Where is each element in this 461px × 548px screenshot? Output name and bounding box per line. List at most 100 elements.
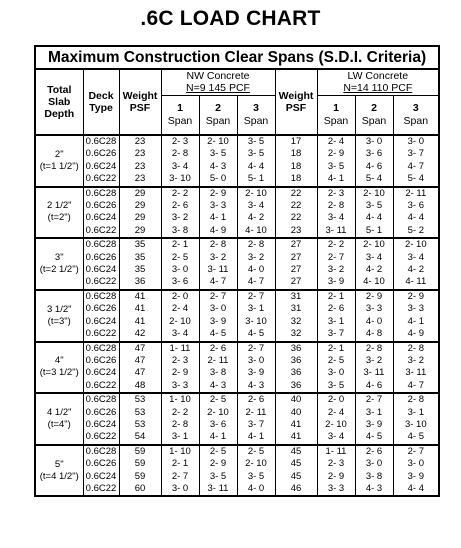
nw-span-1-cell: 1- 10 bbox=[160, 393, 200, 407]
span-word: Span bbox=[205, 114, 231, 127]
nw-weight-cell: 29 bbox=[118, 224, 162, 239]
lw-weight-cell: 18 bbox=[274, 173, 318, 187]
lw-span-2-cell: 3- 0 bbox=[354, 458, 394, 471]
table-row: 0.6C22 60 3- 0 3- 11 4- 0 46 3- 3 4- 3 4- 4 bbox=[35, 482, 440, 497]
table-row: 0.6C22 42 3- 4 4- 5 4- 5 32 3- 7 4- 8 4- 9 bbox=[35, 328, 440, 342]
nw-weight-cell: 36 bbox=[118, 276, 162, 290]
nw-span-2-cell: 3- 8 bbox=[198, 367, 238, 380]
nw-span-3-cell: 3- 1 bbox=[236, 303, 276, 316]
table-row: 0.6C22 48 3- 3 4- 3 4- 3 36 3- 5 4- 6 4- 7 bbox=[35, 379, 440, 394]
table-row: 0.6C26 29 2- 6 3- 3 3- 4 22 2- 8 3- 5 3- 6 bbox=[35, 200, 440, 213]
table-row: 0.6C24 23 3- 4 4- 3 4- 4 18 3- 5 4- 6 4- 7 bbox=[35, 160, 440, 174]
nw-span-2-cell: 2- 5 bbox=[198, 393, 238, 407]
lw-span-2-cell: 4- 2 bbox=[354, 264, 394, 277]
slab-depth: 3" bbox=[54, 252, 64, 264]
nw-span-1-cell: 3- 4 bbox=[160, 328, 200, 342]
slab-depth: 4" bbox=[54, 355, 64, 367]
nw-span-1-cell: 3- 10 bbox=[160, 173, 200, 187]
lw-span-3-cell: 3- 9 bbox=[392, 470, 440, 483]
lw-weight-cell: 22 bbox=[274, 186, 318, 201]
nw-span-1-cell: 3- 4 bbox=[160, 160, 200, 174]
lw-span-2-cell: 5- 1 bbox=[354, 224, 394, 239]
table-caption: Maximum Construction Clear Spans (S.D.I.… bbox=[34, 45, 440, 70]
lw-span-2-cell: 2- 9 bbox=[354, 289, 394, 304]
slab-depth-cell: 4" (t=3 1/2") bbox=[34, 341, 84, 394]
nw-span-3-cell: 2- 11 bbox=[236, 406, 276, 419]
nw-weight-cell: 29 bbox=[118, 186, 162, 201]
nw-weight-cell: 59 bbox=[118, 444, 162, 459]
nw-span-3-cell: 2- 6 bbox=[236, 393, 276, 407]
table-row: 0.6C22 23 3- 10 5- 0 5- 1 18 4- 1 5- 4 5- 4 bbox=[35, 173, 440, 187]
nw-weight-cell: 41 bbox=[118, 315, 162, 329]
lw-weight-cell: 32 bbox=[274, 315, 318, 329]
nw-span-1-header: 1 Span bbox=[160, 94, 200, 136]
lw-weight-cell: 36 bbox=[274, 367, 318, 380]
nw-weight-cell: 35 bbox=[118, 251, 162, 265]
lw-weight-cell: 31 bbox=[274, 289, 318, 304]
span-word: Span bbox=[323, 114, 349, 127]
lw-span-3-cell: 4- 1 bbox=[392, 315, 440, 329]
lw-span-3-cell: 3- 1 bbox=[392, 406, 440, 419]
lw-span-3-cell: 4- 11 bbox=[392, 276, 440, 290]
lw-span-2-cell: 2- 7 bbox=[354, 393, 394, 407]
nw-span-1-cell: 2- 1 bbox=[160, 238, 200, 252]
lw-span-1-cell: 2- 1 bbox=[316, 289, 356, 304]
lw-span-2-cell: 3- 2 bbox=[354, 354, 394, 368]
slab-thickness: (t=1 1/2") bbox=[39, 160, 79, 172]
lw-span-2-cell: 4- 10 bbox=[354, 276, 394, 290]
lw-weight-cell: 41 bbox=[274, 431, 318, 445]
lw-weight-cell: 22 bbox=[274, 200, 318, 213]
nw-weight-cell: 41 bbox=[118, 289, 162, 304]
nw-span-1-cell: 2- 6 bbox=[160, 200, 200, 213]
lw-span-2-cell: 4- 4 bbox=[354, 212, 394, 225]
nw-span-1-cell: 3- 0 bbox=[160, 482, 200, 497]
deck-type-cell: 0.6C22 bbox=[82, 276, 120, 290]
lw-span-1-cell: 2- 4 bbox=[316, 406, 356, 419]
nw-span-1-cell: 1- 10 bbox=[160, 444, 200, 459]
nw-span-1-cell: 2- 10 bbox=[160, 315, 200, 329]
lw-span-2-cell: 3- 6 bbox=[354, 148, 394, 161]
deck-type-cell: 0.6C24 bbox=[82, 470, 120, 483]
deck-type-cell: 0.6C28 bbox=[82, 393, 120, 407]
nw-span-1-cell: 1- 11 bbox=[160, 341, 200, 355]
nw-span-3-cell: 4- 5 bbox=[236, 328, 276, 342]
nw-weight-cell: 53 bbox=[118, 406, 162, 419]
nw-span-3-cell: 4- 10 bbox=[236, 224, 276, 239]
table-row: 0.6C24 35 3- 0 3- 11 4- 0 27 3- 2 4- 2 4- 2 bbox=[35, 264, 440, 277]
lw-span-1-cell: 2- 3 bbox=[316, 186, 356, 201]
nw-span-3-cell: 3- 10 bbox=[236, 315, 276, 329]
span-word: Span bbox=[243, 114, 269, 127]
table-row: 0.6C24 41 2- 10 3- 9 3- 10 32 3- 1 4- 0 4- 1 bbox=[35, 315, 440, 329]
table-row: 0.6C26 41 2- 4 3- 0 3- 1 31 2- 6 3- 3 3- 3 bbox=[35, 303, 440, 316]
lw-span-2-cell: 4- 3 bbox=[354, 482, 394, 497]
deck-type-cell: 0.6C28 bbox=[82, 238, 120, 252]
lw-span-1-cell: 3- 1 bbox=[316, 315, 356, 329]
table-row: 5" (t=4 1/2") 0.6C28 59 1- 10 2- 5 2- 5 45 1- 11… bbox=[34, 444, 440, 497]
lw-span-1-cell: 2- 3 bbox=[316, 458, 356, 471]
nw-span-2-cell: 4- 3 bbox=[198, 160, 238, 174]
nw-weight-cell: 23 bbox=[118, 173, 162, 187]
table-row: 0.6C22 36 3- 6 4- 7 4- 7 27 3- 9 4- 10 4- 11 bbox=[35, 276, 440, 290]
lw-span-2-cell: 4- 5 bbox=[354, 431, 394, 445]
nw-span-2-cell: 4- 9 bbox=[198, 224, 238, 239]
lw-span-2-cell: 3- 1 bbox=[354, 406, 394, 419]
nw-span-3-cell: 4- 2 bbox=[236, 212, 276, 225]
deck-type-cell: 0.6C28 bbox=[82, 444, 120, 459]
lw-span-1-cell: 3- 4 bbox=[316, 212, 356, 225]
lw-span-3-cell: 3- 0 bbox=[392, 458, 440, 471]
nw-span-2-cell: 2- 11 bbox=[198, 354, 238, 368]
lw-span-1-cell: 2- 7 bbox=[316, 251, 356, 265]
nw-weight-cell: 59 bbox=[118, 470, 162, 483]
nw-span-1-cell: 2- 3 bbox=[160, 135, 200, 149]
nw-span-1-cell: 2- 4 bbox=[160, 303, 200, 316]
total-slab-depth-header: Total Slab Depth bbox=[34, 68, 84, 136]
deck-type-cell: 0.6C22 bbox=[82, 173, 120, 187]
nw-weight-header: Weight PSF bbox=[118, 68, 162, 136]
lw-weight-cell: 40 bbox=[274, 406, 318, 419]
nw-span-2-cell: 3- 11 bbox=[198, 264, 238, 277]
nw-span-2-cell: 3- 0 bbox=[198, 303, 238, 316]
lw-span-1-cell: 3- 5 bbox=[316, 379, 356, 394]
slab-depth: 2 1/2" bbox=[46, 200, 72, 212]
